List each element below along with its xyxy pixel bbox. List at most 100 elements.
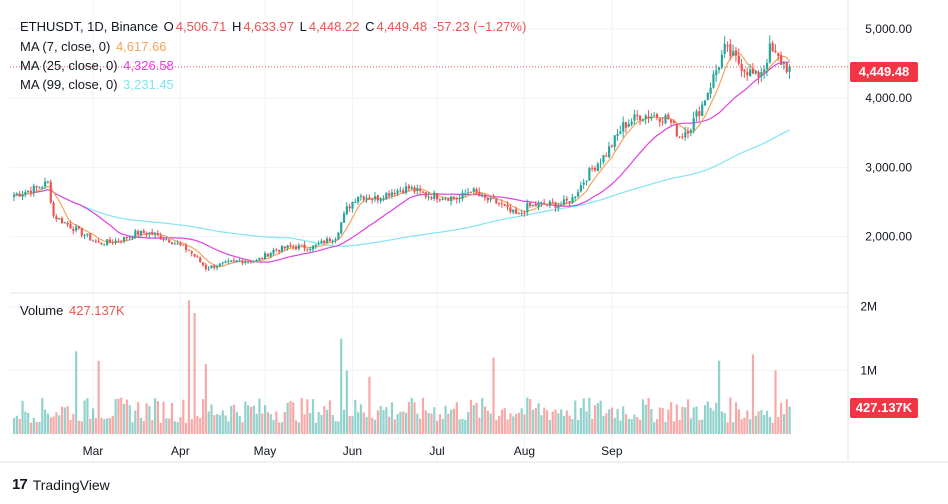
volume-bar [492,357,495,434]
candle-body [619,131,622,134]
volume-bar [38,421,41,434]
candle-body [424,192,427,197]
candle-body [788,66,791,72]
volume-bar [269,414,272,434]
volume-bar [317,412,320,434]
candle-body [162,238,165,240]
candle-body [357,196,360,203]
candle-body [608,146,611,158]
volume-bar [58,415,61,434]
candle-body [86,233,89,236]
volume-bar [715,402,718,434]
volume-bar [754,415,757,434]
volume-bar [292,402,295,434]
volume-label: Volume [20,303,64,318]
candle-body [402,190,405,194]
volume-bar [616,408,619,434]
volume-bar [261,413,264,434]
candle-body [467,192,470,194]
candle-body [247,261,250,263]
candle-body [376,195,379,201]
candle-body [137,231,140,235]
volume-bar [506,419,509,434]
volume-bar [41,397,44,434]
volume-bar [596,402,599,434]
volume-bar [337,421,340,434]
volume-bar [379,405,382,434]
candle-body [213,265,216,268]
candle-body [591,167,594,169]
volume-bar [244,401,247,434]
volume-bar [362,412,365,434]
volume-bar [32,417,35,434]
high-label: H [231,19,242,34]
tradingview-brand[interactable]: 17 TradingView [12,476,110,493]
volume-bar [534,407,537,434]
volume-bar [204,364,207,434]
candle-body [134,230,137,238]
candle-body [120,241,123,243]
volume-bar [591,418,594,434]
candle-body [709,87,712,94]
volume-legend[interactable]: Volume 427.137K [20,303,127,318]
candle-body [261,258,264,260]
volume-bar [63,407,66,434]
volume-bar [159,422,162,434]
candle-body [670,119,673,123]
candle-body [416,188,419,191]
candle-body [523,212,526,214]
candle-body [278,250,281,252]
volume-bar [633,414,636,434]
volume-bar [165,418,168,434]
volume-bar [18,418,21,434]
volume-bar [675,404,678,434]
candle-body [706,93,709,100]
volume-bar [619,420,622,434]
candle-body [199,257,202,263]
volume-bar [788,406,791,434]
candle-body [216,266,219,268]
volume-bar [588,397,591,434]
volume-bar [548,419,551,434]
candle-body [785,62,788,73]
volume-bar [562,416,566,434]
candle-body [703,100,707,106]
candle-body [13,195,16,197]
volume-bar [577,419,580,434]
candle-body [108,239,112,243]
volume-bar [272,419,275,434]
ma7-value: 4,617.66 [115,39,167,54]
candle-body [715,70,718,76]
candle-body [602,155,605,163]
volume-bar [80,421,83,434]
time-tick-label: Mar [83,444,104,458]
volume-bar [128,405,131,434]
candle-body [35,185,38,188]
volume-bar [630,419,633,434]
candle-body [106,239,109,245]
candle-body [616,133,619,136]
volume-bar [227,421,230,434]
volume-bar [529,399,532,434]
candle-body [436,193,439,200]
candle-body [734,50,738,56]
candle-body [630,121,633,125]
volume-bar [774,370,777,434]
ma25-legend[interactable]: MA (25, close, 0) 4,326.58 [20,58,176,73]
volume-bar [712,410,715,434]
volume-bar [345,370,348,434]
ma99-legend[interactable]: MA (99, close, 0) 3,231.45 [20,77,176,92]
volume-bar [672,421,676,434]
volume-bar [106,418,109,434]
symbol-label[interactable]: ETHUSDT, 1D, Binance [20,19,158,34]
volume-bar [655,419,659,434]
time-tick-label: Sep [601,444,623,458]
volume-bar [348,415,351,434]
candle-body [368,197,371,200]
ma7-legend[interactable]: MA (7, close, 0) 4,617.66 [20,39,169,54]
price-tick-label: 5,000.00 [865,22,912,36]
volume-bar [407,402,410,434]
volume-bar [376,410,379,434]
volume-bar [66,406,69,434]
